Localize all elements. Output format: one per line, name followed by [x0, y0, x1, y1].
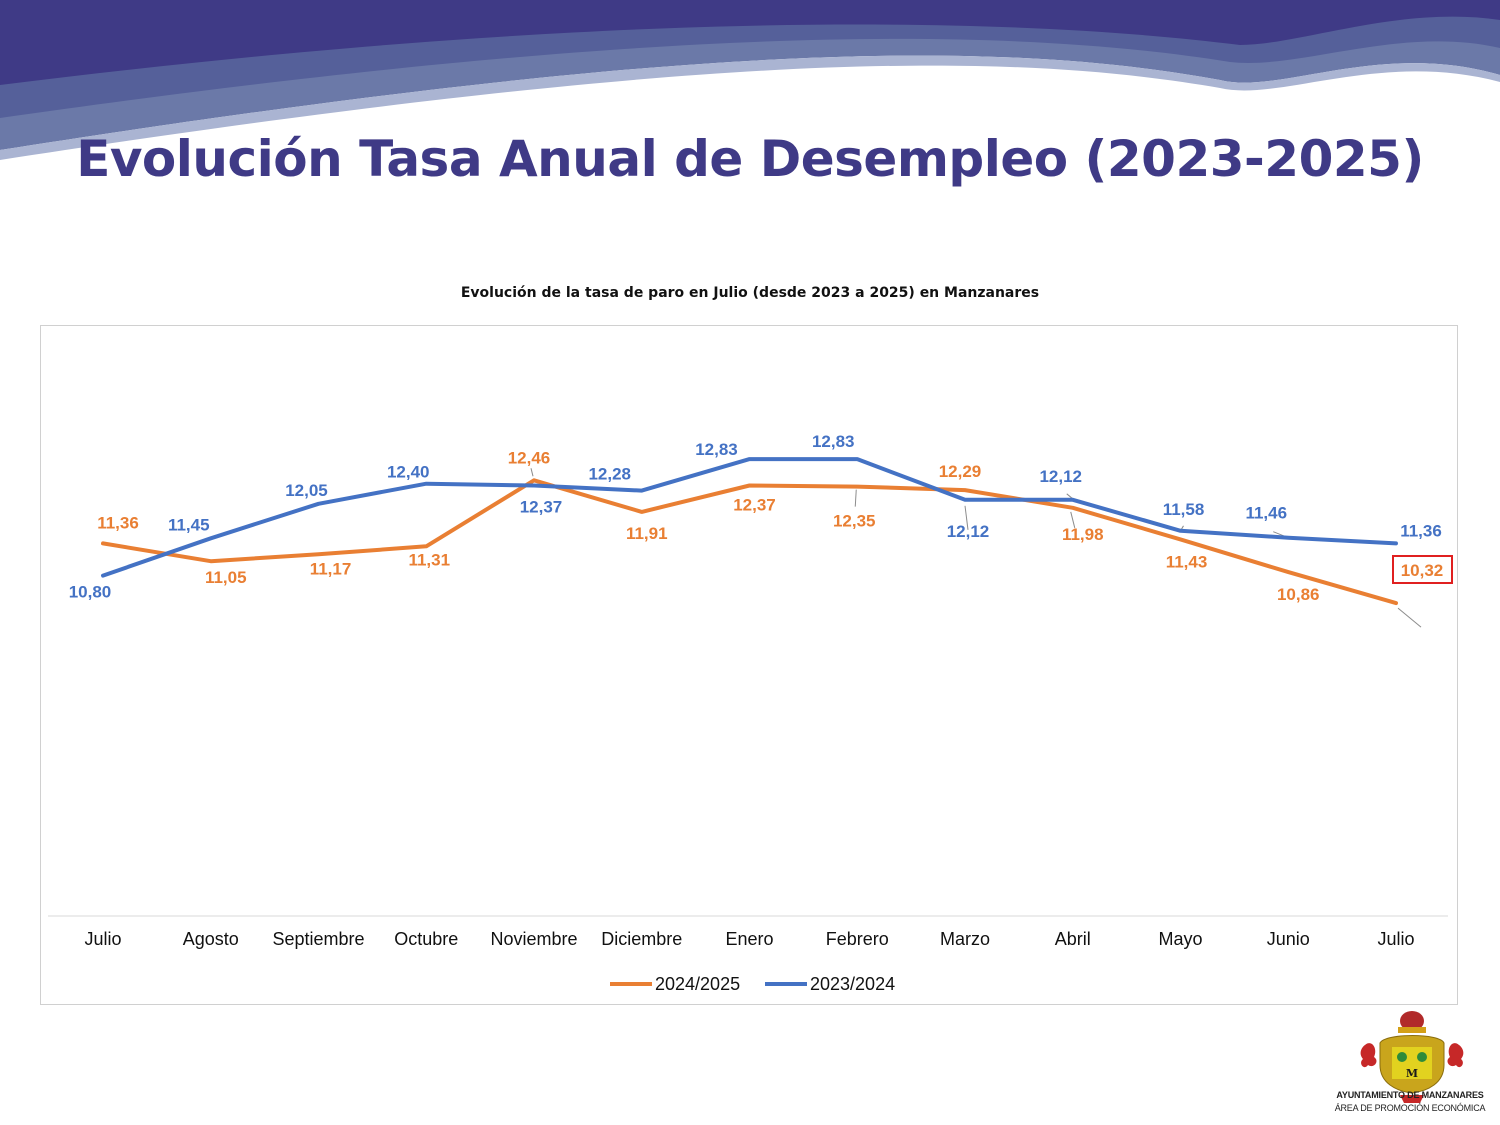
data-label: 12,37: [733, 495, 776, 514]
logo-text-line1: AYUNTAMIENTO DE MANZANARES: [1336, 1090, 1484, 1100]
legend-label-2023-2024: 2023/2024: [810, 974, 895, 994]
data-labels: 11,36 11,05 11,17 11,31 12,46 11,91 12,37 12,35…: [69, 432, 1444, 604]
x-tick-label: Noviembre: [490, 929, 577, 949]
label-connector: [1397, 607, 1422, 628]
chart-title: Evolución de la tasa de paro en Julio (d…: [460, 285, 1040, 301]
data-label: 12,35: [833, 512, 876, 531]
legend-label-2024-2025: 2024/2025: [655, 974, 740, 994]
data-label: 12,83: [812, 432, 855, 451]
x-tick-label: Enero: [725, 929, 773, 949]
page-title: Evolución Tasa Anual de Desempleo (2023-…: [76, 130, 1424, 188]
x-tick-label: Mayo: [1158, 929, 1202, 949]
x-tick-label: Agosto: [183, 929, 239, 949]
label-connector: [854, 489, 857, 507]
data-label: 12,12: [947, 522, 990, 541]
series-lines: [101, 457, 1398, 606]
data-label: 10,80: [69, 583, 112, 602]
data-label: 11,05: [205, 568, 247, 587]
data-label: 12,46: [508, 448, 551, 467]
data-label: 11,45: [168, 515, 210, 534]
label-connector: [964, 505, 969, 530]
x-tick-label: Julio: [1377, 929, 1414, 949]
x-tick-label: Febrero: [826, 929, 889, 949]
data-label: 12,37: [520, 497, 563, 516]
data-label: 11,98: [1062, 525, 1104, 544]
data-label: 12,12: [1039, 467, 1082, 486]
coat-of-arms-icon: M: [1360, 1011, 1464, 1103]
data-label: 12,40: [387, 463, 430, 482]
data-label: 10,86: [1277, 585, 1320, 604]
data-label: 10,32: [1401, 561, 1444, 580]
highlight-box: [1392, 555, 1453, 584]
data-label: 11,58: [1163, 500, 1205, 519]
data-label: 12,83: [695, 440, 738, 459]
x-tick-label: Diciembre: [601, 929, 682, 949]
x-axis-ticks: Julio Agosto Septiembre Octubre Noviembre Dic…: [84, 929, 1414, 949]
svg-text:M: M: [1406, 1067, 1418, 1080]
x-tick-label: Octubre: [394, 929, 458, 949]
label-connector: [1070, 511, 1076, 528]
data-label: 11,36: [97, 513, 139, 532]
data-label: 12,29: [939, 462, 982, 481]
data-label: 11,36: [1400, 521, 1442, 540]
data-label: 12,05: [285, 481, 328, 500]
data-label: 12,28: [588, 465, 631, 484]
label-connector: [530, 468, 534, 477]
data-label: 11,46: [1245, 504, 1287, 523]
chart-frame: [40, 325, 1458, 1005]
x-tick-label: Julio: [84, 929, 121, 949]
data-label: 11,31: [408, 550, 450, 569]
x-tick-label: Abril: [1055, 929, 1091, 949]
x-tick-label: Marzo: [940, 929, 990, 949]
data-label: 11,43: [1166, 552, 1208, 571]
x-tick-label: Junio: [1267, 929, 1310, 949]
header-banner: [0, 0, 1500, 160]
legend: 2024/2025 2023/2024: [610, 974, 895, 994]
logo-text-line2: ÁREA DE PROMOCIÓN ECONÓMICA: [1334, 1103, 1486, 1113]
x-tick-label: Septiembre: [272, 929, 364, 949]
data-label: 11,17: [310, 559, 352, 578]
data-label: 11,91: [626, 524, 668, 543]
